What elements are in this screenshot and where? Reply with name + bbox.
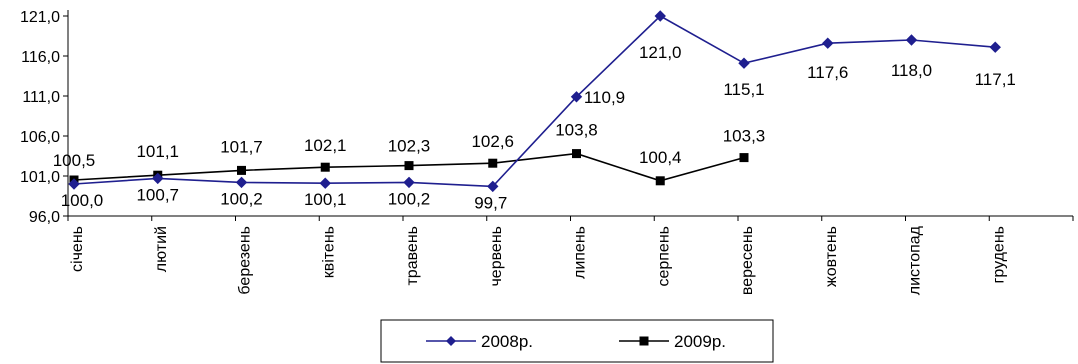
series-2009-data-label: 103,8: [555, 121, 598, 140]
series-2008-data-label: 118,0: [891, 61, 932, 80]
x-tick-label: серпень: [655, 226, 672, 287]
x-tick-label: вересень: [739, 226, 756, 295]
series-2008-data-label: 100,2: [220, 189, 263, 208]
legend-label-0: 2008р.: [481, 332, 533, 351]
series-2008-line: [73, 15, 996, 188]
series-2008-data-label: 117,1: [975, 70, 1016, 89]
series-2008-point: [654, 10, 666, 22]
series-2008-point: [403, 176, 415, 189]
series-2009-data-label: 102,1: [304, 136, 347, 155]
series-2008-data-label: 100,1: [304, 190, 347, 209]
series-2008-data-label: 99,7: [474, 193, 507, 212]
x-tick-label: березень: [237, 226, 254, 295]
series-2008-point: [235, 176, 248, 189]
series-2008-data-label: 100,2: [388, 189, 431, 208]
series-2009-point: [320, 162, 330, 172]
y-tick-label: 121,0: [20, 9, 60, 26]
series-2008-point: [822, 37, 834, 49]
series-2009-point: [655, 176, 665, 186]
x-tick-label: травень: [404, 226, 421, 286]
y-tick-label: 116,0: [21, 49, 60, 66]
series-2008-data-label: 121,0: [639, 43, 682, 62]
y-tick-label: 101,0: [20, 169, 60, 186]
series-2008-data-label: 100,0: [61, 191, 104, 210]
x-tick-label: квітень: [320, 226, 337, 278]
y-tick-label: 106,0: [20, 129, 60, 146]
legend-marker-0: [446, 336, 456, 346]
series-2009-data-label: 100,5: [53, 151, 96, 170]
series-2009-data-label: 101,7: [220, 137, 263, 156]
y-tick-label: 96,0: [29, 209, 60, 226]
series-2008-point: [738, 57, 750, 69]
x-tick-label: грудень: [990, 226, 1007, 283]
series-2009-data-label: 102,3: [388, 137, 431, 156]
x-tick-label: січень: [69, 226, 86, 272]
series-2008-point: [68, 178, 80, 190]
series-2009-data-label: 101,1: [136, 142, 179, 161]
series-2008-point: [905, 34, 918, 46]
legend-label-1: 2009р.: [674, 332, 726, 351]
series-2009-data-label: 100,4: [639, 148, 682, 167]
x-tick-label: червень: [488, 226, 505, 287]
series-2008-point: [989, 41, 1001, 53]
x-tick-label: лютий: [153, 226, 170, 272]
x-tick-label: жовтень: [823, 226, 840, 287]
series-2009-point: [572, 149, 581, 159]
legend-marker-1: [639, 336, 649, 346]
x-tick-label: липень: [572, 226, 589, 279]
series-2008-point: [570, 91, 583, 103]
series-2008-point: [319, 177, 331, 189]
series-2008-point: [152, 172, 164, 185]
y-tick-label: 111,0: [22, 89, 60, 106]
series-2008-point: [487, 180, 499, 193]
series-2009-point: [739, 153, 749, 163]
x-tick-label: листопад: [907, 225, 924, 295]
series-2008-data-label: 117,6: [807, 63, 848, 82]
series-2008-data-label: 115,1: [723, 80, 764, 99]
series-2009-point: [404, 161, 414, 171]
series-2009-point: [488, 158, 498, 168]
series-2009-data-label: 102,6: [471, 132, 514, 151]
series-2009-data-label: 103,3: [723, 127, 766, 146]
series-2008-data-label: 100,7: [136, 185, 179, 204]
series-2009-point: [237, 165, 246, 175]
series-2008-data-label: 110,9: [584, 88, 625, 107]
